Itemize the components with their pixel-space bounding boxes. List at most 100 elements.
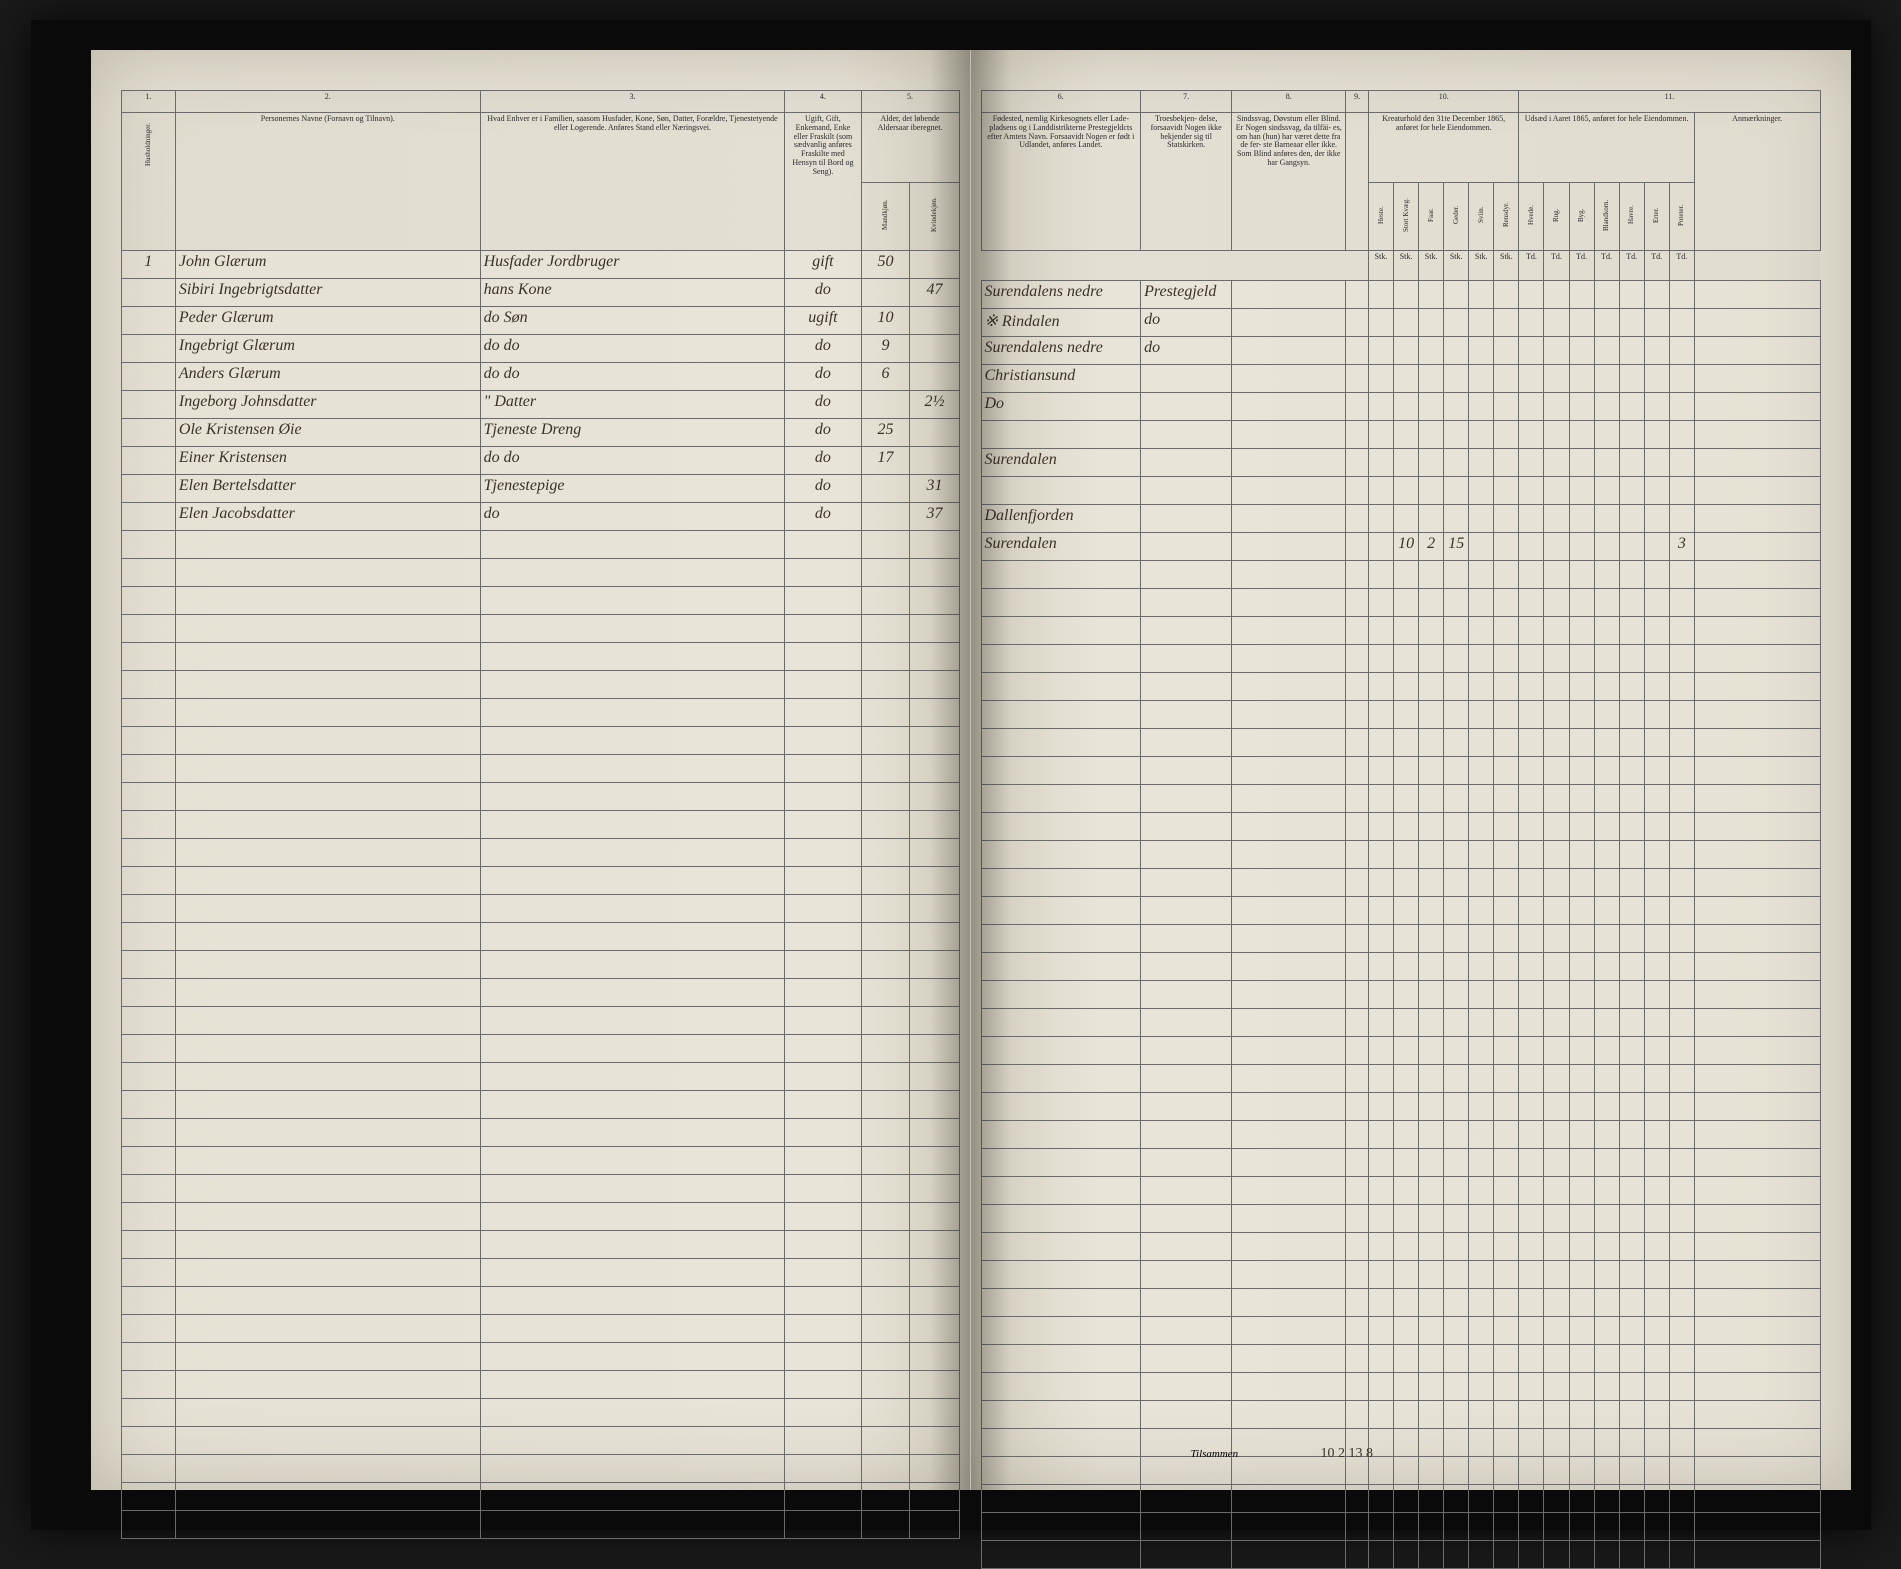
cell-col9 (1346, 476, 1369, 504)
table-row (121, 1118, 959, 1146)
table-row (981, 952, 1820, 980)
table-row (121, 1174, 959, 1202)
cell-ill (1232, 476, 1346, 504)
table-row: Elen Jacobsdatterdodo37 (121, 502, 959, 530)
table-row (981, 1232, 1820, 1260)
cell-num (1544, 336, 1569, 364)
cell-faith (1141, 364, 1232, 392)
cell-num (1519, 308, 1544, 336)
cell-name: Ingeborg Johnsdatter (175, 390, 480, 418)
cell-num (1394, 420, 1419, 448)
cell-num (1594, 308, 1619, 336)
cell-num (1669, 476, 1694, 504)
cell-num (1594, 504, 1619, 532)
cell-faith (1141, 448, 1232, 476)
cell-m: 50 (861, 250, 910, 278)
cell-f: 2½ (910, 390, 959, 418)
cell-rel: do do (480, 362, 785, 390)
table-row (981, 1372, 1820, 1400)
cell-col9 (1346, 448, 1369, 476)
subhead-cell: Havre. (1619, 183, 1644, 251)
hdr-navne: Personernes Navne (Fornavn og Tilnavn). (175, 113, 480, 251)
table-row (981, 1036, 1820, 1064)
cell-num (1368, 336, 1393, 364)
table-row: Surendalen (981, 448, 1820, 476)
table-row (981, 616, 1820, 644)
unit: Td. (1644, 250, 1669, 280)
table-row (121, 1258, 959, 1286)
cell-col9 (1346, 532, 1369, 560)
cell-num (1569, 532, 1594, 560)
cell-num (1544, 280, 1569, 308)
table-row (981, 420, 1820, 448)
table-row (981, 1316, 1820, 1344)
table-row (121, 558, 959, 586)
cell-born: Surendalens nedre (981, 280, 1141, 308)
table-row (981, 840, 1820, 868)
table-row (121, 1482, 959, 1510)
cell-rel: do Søn (480, 306, 785, 334)
cell-anm (1694, 336, 1820, 364)
cell-name: Sibiri Ingebrigtsdatter (175, 278, 480, 306)
cell-num (1419, 336, 1444, 364)
cell-num (1594, 420, 1619, 448)
table-row: Surendalens nedredo (981, 336, 1820, 364)
hdr-kvinde: Kvindekjøn. (910, 183, 959, 251)
cell-anm (1694, 448, 1820, 476)
cell-num (1519, 280, 1544, 308)
table-row (121, 782, 959, 810)
cell-rel: Tjenestepige (480, 474, 785, 502)
table-row (121, 1006, 959, 1034)
cell-num (1419, 364, 1444, 392)
cell-m: 6 (861, 362, 910, 390)
cell-num: 15 (1444, 532, 1469, 560)
cell-anm (1694, 364, 1820, 392)
hdr-mand: Mandkjøn. (861, 183, 910, 251)
cell-num (1594, 476, 1619, 504)
cell-num (1394, 476, 1419, 504)
table-row (121, 1034, 959, 1062)
right-table: 6. 7. 8. 9. 10. 11. Fødested, nemlig Kir… (981, 90, 1821, 1569)
subhead-cell: Rug. (1544, 183, 1569, 251)
unit: Stk. (1419, 250, 1444, 280)
cell-num (1544, 448, 1569, 476)
colnum-10: 10. (1368, 91, 1518, 113)
cell-born: Do (981, 392, 1141, 420)
cell-faith: do (1141, 336, 1232, 364)
cell-f (910, 306, 959, 334)
table-row (981, 756, 1820, 784)
cell-num (1569, 476, 1594, 504)
cell-num (1444, 420, 1469, 448)
cell-faith (1141, 392, 1232, 420)
cell-ill (1232, 504, 1346, 532)
cell-num (1444, 364, 1469, 392)
cell-num (1394, 308, 1419, 336)
table-row: Elen BertelsdatterTjenestepigedo31 (121, 474, 959, 502)
cell-num (1619, 476, 1644, 504)
cell-num (1619, 532, 1644, 560)
cell-m: 9 (861, 334, 910, 362)
table-row (981, 1540, 1820, 1568)
table-row (121, 950, 959, 978)
cell-num (1444, 392, 1469, 420)
table-row: Dallenfjorden (981, 504, 1820, 532)
cell-num (1419, 504, 1444, 532)
hdr-familie: Hvad Enhver er i Familien, saasom Husfad… (480, 113, 785, 251)
table-row (121, 530, 959, 558)
unit: Td. (1619, 250, 1644, 280)
cell-num (1619, 308, 1644, 336)
cell-num (1419, 448, 1444, 476)
table-row (121, 810, 959, 838)
table-row (981, 1008, 1820, 1036)
unit: Stk. (1469, 250, 1494, 280)
table-row (981, 1456, 1820, 1484)
cell-num (1519, 532, 1544, 560)
cell-born: Surendalens nedre (981, 336, 1141, 364)
cell-num (1494, 448, 1519, 476)
cell-stat: do (785, 390, 861, 418)
cell-name: John Glærum (175, 250, 480, 278)
cell-m: 10 (861, 306, 910, 334)
cell-num (1594, 336, 1619, 364)
cell-stat: do (785, 418, 861, 446)
table-row (981, 784, 1820, 812)
